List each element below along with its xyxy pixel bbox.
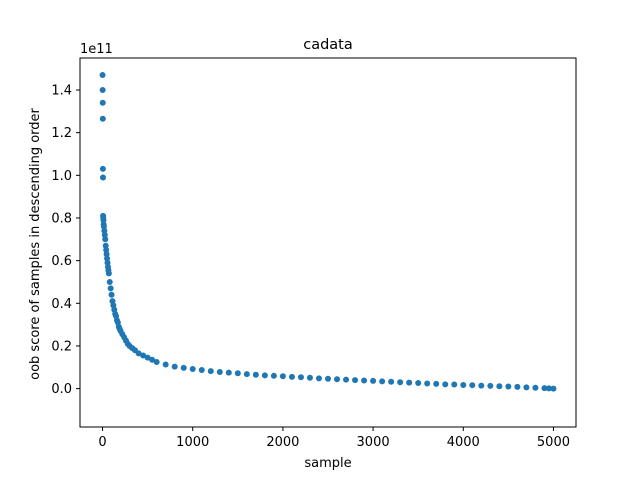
data-point <box>261 372 268 379</box>
plot-frame <box>79 57 577 428</box>
y-tick-label: 0.0 <box>51 382 72 397</box>
data-point <box>424 380 431 387</box>
y-tick-label: 0.4 <box>51 297 72 312</box>
x-tick-label: 0 <box>98 435 106 450</box>
data-point <box>442 381 449 388</box>
data-point <box>478 382 485 389</box>
data-point <box>198 367 205 374</box>
chart-title: cadata <box>303 37 353 53</box>
data-point <box>352 377 359 384</box>
data-point <box>99 99 106 106</box>
y-tick-label: 1.2 <box>51 126 72 141</box>
data-point <box>379 378 386 385</box>
data-point <box>469 382 476 389</box>
x-tick-label: 3000 <box>357 435 390 450</box>
data-point <box>153 358 160 365</box>
data-point <box>234 370 241 377</box>
data-point <box>270 372 277 379</box>
data-point <box>180 364 187 371</box>
data-point <box>388 378 395 385</box>
data-point <box>334 376 341 383</box>
data-point <box>252 371 259 378</box>
data-point <box>100 217 107 224</box>
data-point <box>514 383 521 390</box>
data-point <box>415 380 422 387</box>
data-point <box>361 377 368 384</box>
x-tick-label: 1000 <box>176 435 209 450</box>
data-point <box>207 368 214 375</box>
data-points <box>99 72 557 392</box>
data-point <box>545 385 552 392</box>
y-axis-ticks: 0.0 0.2 0.4 0.6 0.8 1.0 1.2 1.4 <box>51 83 80 397</box>
data-point <box>487 382 494 389</box>
data-point <box>325 375 331 382</box>
data-point <box>406 379 413 386</box>
y-tick-label: 0.8 <box>51 211 72 226</box>
x-tick-label: 4000 <box>447 435 480 450</box>
data-point <box>243 371 250 378</box>
x-tick-label: 2000 <box>266 435 299 450</box>
data-point <box>370 377 377 384</box>
y-tick-label: 1.4 <box>51 83 72 98</box>
data-point <box>99 165 106 172</box>
data-point <box>162 361 169 368</box>
data-point <box>105 270 112 277</box>
data-point <box>315 375 322 382</box>
data-point <box>100 174 106 181</box>
data-point <box>505 383 512 390</box>
data-point <box>99 72 106 79</box>
data-point <box>343 376 350 383</box>
data-point <box>297 374 304 381</box>
data-point <box>107 285 114 292</box>
data-point <box>532 384 539 391</box>
data-point <box>496 383 503 390</box>
y-axis-label: oob score of samples in descending order <box>28 107 43 379</box>
data-point <box>451 381 458 388</box>
data-point <box>102 236 109 243</box>
data-point <box>288 373 295 380</box>
data-point <box>144 354 151 361</box>
x-tick-label: 5000 <box>537 435 570 450</box>
data-point <box>216 368 223 375</box>
data-point <box>225 369 232 376</box>
data-point <box>523 384 530 391</box>
data-point <box>171 363 178 370</box>
data-point <box>397 379 404 386</box>
x-axis-ticks: 0 1000 2000 3000 4000 5000 <box>98 427 570 450</box>
x-axis-label: sample <box>304 456 351 471</box>
data-point <box>108 291 115 298</box>
data-point <box>550 385 557 392</box>
data-point <box>306 374 313 381</box>
data-point <box>433 380 440 387</box>
data-point <box>106 278 113 285</box>
data-point <box>99 115 106 122</box>
data-point <box>149 356 156 363</box>
data-point <box>99 86 106 93</box>
data-point <box>189 365 196 372</box>
data-point <box>135 350 142 357</box>
y-offset-label: 1e11 <box>80 42 113 57</box>
data-point <box>541 385 548 392</box>
y-tick-label: 1.0 <box>51 169 72 184</box>
data-point <box>279 373 286 380</box>
data-point <box>460 381 467 388</box>
y-tick-label: 0.6 <box>51 254 72 269</box>
data-point <box>140 352 147 359</box>
y-tick-label: 0.2 <box>51 339 72 354</box>
